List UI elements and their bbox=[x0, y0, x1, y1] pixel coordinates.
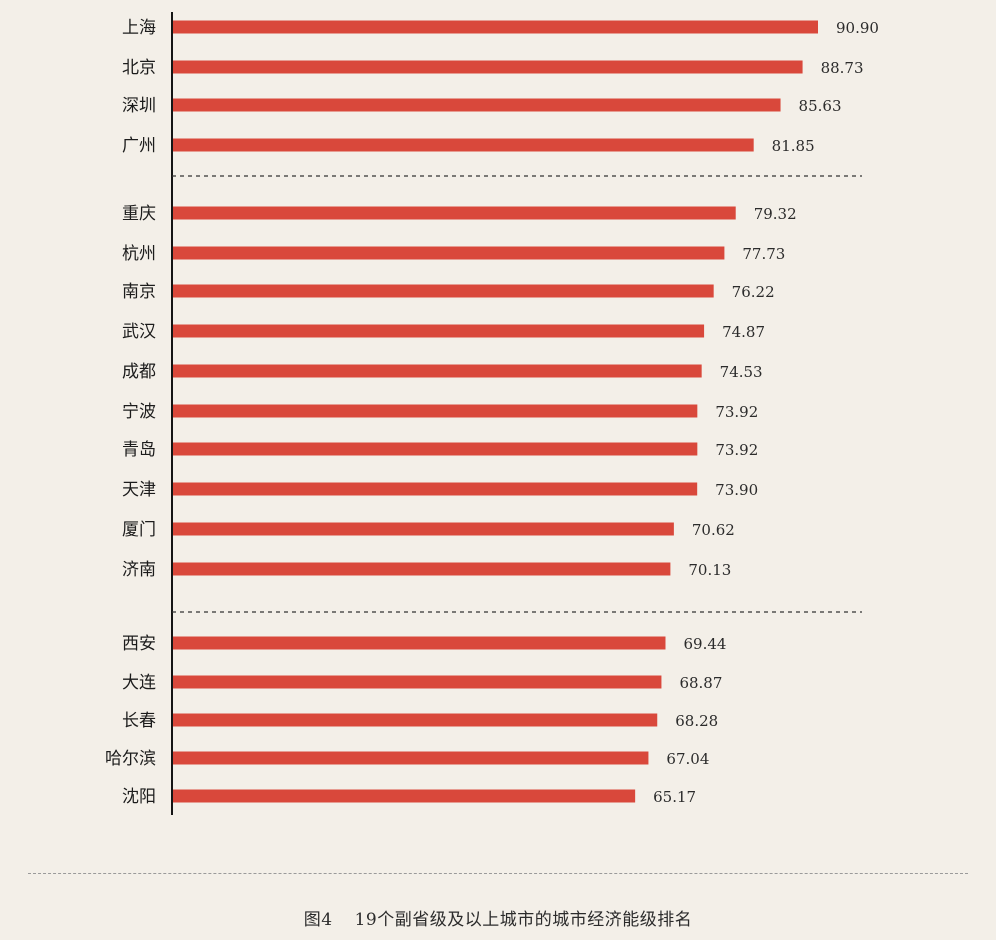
category-label: 哈尔滨 bbox=[105, 749, 156, 769]
category-label: 成都 bbox=[122, 362, 156, 382]
category-label: 天津 bbox=[122, 480, 156, 500]
category-label: 大连 bbox=[122, 673, 156, 693]
bar-chart: 上海 90.90 北京 88.73 深圳 85.63 广州 81.85 重庆 79.32 杭州 77.… bbox=[105, 12, 879, 815]
data-label: 81.85 bbox=[772, 137, 815, 155]
category-label: 广州 bbox=[122, 136, 156, 156]
bar bbox=[172, 98, 781, 112]
data-label: 68.87 bbox=[679, 674, 722, 692]
bar bbox=[172, 522, 674, 536]
category-label: 宁波 bbox=[122, 402, 156, 422]
bar bbox=[172, 206, 736, 220]
category-label: 青岛 bbox=[122, 440, 156, 460]
bar bbox=[172, 246, 725, 260]
bar bbox=[172, 324, 705, 338]
bar bbox=[172, 284, 714, 298]
data-label: 73.92 bbox=[715, 403, 758, 421]
data-label: 73.90 bbox=[715, 481, 758, 499]
data-label: 77.73 bbox=[742, 245, 785, 263]
category-label: 武汉 bbox=[122, 322, 156, 342]
bar bbox=[172, 364, 702, 378]
bar bbox=[172, 482, 698, 496]
footer-divider bbox=[28, 873, 968, 874]
figure-number: 图4 bbox=[303, 910, 333, 930]
bar bbox=[172, 442, 698, 456]
data-label: 79.32 bbox=[754, 205, 797, 223]
data-label: 67.04 bbox=[666, 750, 709, 768]
bar bbox=[172, 751, 649, 765]
bar bbox=[172, 404, 698, 418]
category-label: 西安 bbox=[122, 634, 156, 654]
bar bbox=[172, 562, 671, 576]
category-label: 杭州 bbox=[122, 244, 156, 264]
category-label: 沈阳 bbox=[122, 787, 156, 807]
bar bbox=[172, 675, 662, 689]
data-label: 68.28 bbox=[675, 712, 718, 730]
bar bbox=[172, 713, 658, 727]
category-label: 厦门 bbox=[122, 520, 156, 540]
figure-title: 19个副省级及以上城市的城市经济能级排名 bbox=[354, 910, 693, 930]
data-label: 69.44 bbox=[683, 635, 726, 653]
data-label: 65.17 bbox=[653, 788, 696, 806]
bar bbox=[172, 60, 803, 74]
data-label: 88.73 bbox=[821, 59, 864, 77]
data-label: 74.53 bbox=[720, 363, 763, 381]
data-label: 85.63 bbox=[799, 97, 842, 115]
data-label: 70.62 bbox=[692, 521, 735, 539]
data-label: 73.92 bbox=[715, 441, 758, 459]
category-label: 北京 bbox=[122, 58, 156, 78]
category-label: 重庆 bbox=[122, 204, 156, 224]
data-label: 76.22 bbox=[732, 283, 775, 301]
data-label: 70.13 bbox=[688, 561, 731, 579]
bar bbox=[172, 20, 818, 34]
category-label: 上海 bbox=[122, 18, 156, 38]
data-label: 74.87 bbox=[722, 323, 765, 341]
category-label: 南京 bbox=[122, 282, 156, 302]
bar bbox=[172, 789, 636, 803]
bar bbox=[172, 636, 666, 650]
data-label: 90.90 bbox=[836, 19, 879, 37]
bar bbox=[172, 138, 754, 152]
figure-caption: 图4 19个副省级及以上城市的城市经济能级排名 bbox=[0, 905, 996, 930]
category-label: 深圳 bbox=[122, 96, 156, 116]
category-label: 长春 bbox=[122, 711, 156, 731]
category-label: 济南 bbox=[122, 560, 156, 580]
